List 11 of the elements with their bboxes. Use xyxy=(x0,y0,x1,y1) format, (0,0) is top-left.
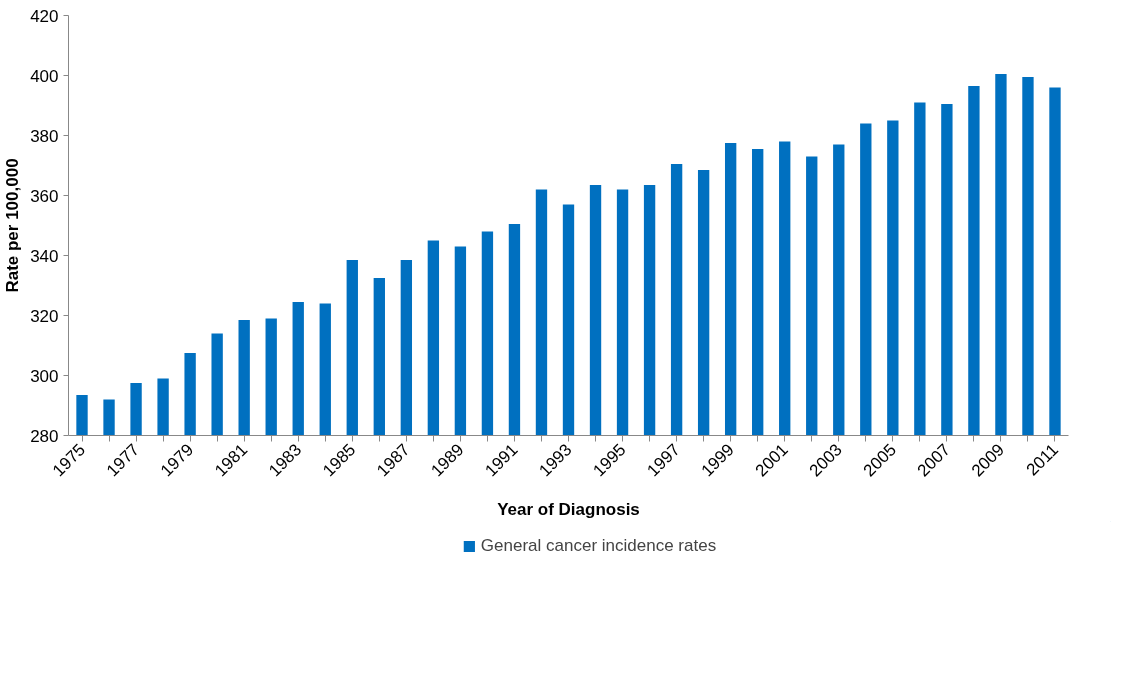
y-tick-label: 400 xyxy=(30,66,59,86)
y-tick-label: 280 xyxy=(30,426,59,446)
y-tick-label: 340 xyxy=(30,246,59,266)
y-tick-label: 320 xyxy=(30,306,59,326)
y-axis-title: Rate per 100,000 xyxy=(3,158,23,293)
y-tick-label: 360 xyxy=(30,186,59,206)
y-tick-label: 300 xyxy=(30,366,59,386)
y-tick-label: 380 xyxy=(30,126,59,146)
x-axis-title: Year of Diagnosis xyxy=(497,499,640,519)
y-tick-label: 420 xyxy=(30,6,59,26)
legend-label: General cancer incidence rates xyxy=(480,536,717,556)
